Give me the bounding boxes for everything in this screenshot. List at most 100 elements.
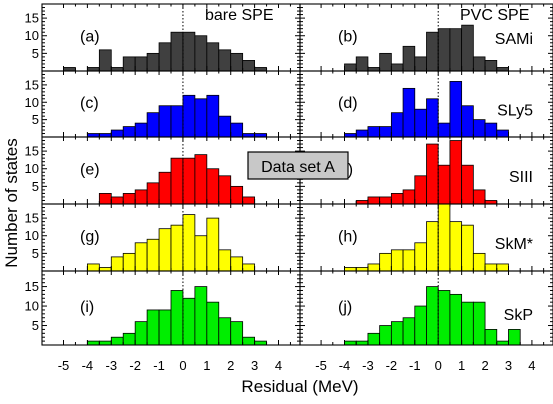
model-label: SIII [509,169,533,186]
histogram-bar [355,56,369,72]
panel-d: (d) SLy5 [299,70,553,138]
y-tick-label: 15 [25,144,39,159]
histogram-bar [122,126,136,138]
histogram-bar [437,122,451,138]
histogram-bar [134,56,148,72]
histogram-bar [390,193,404,205]
histogram-bar [158,42,172,72]
histogram-bar [437,28,451,72]
x-tick-label: 1 [203,358,210,373]
panel-f: (f)SIII [299,136,553,205]
histogram-bar [390,249,404,272]
histogram-bar [134,242,148,272]
panel-letter: (a) [80,28,100,45]
histogram-bar [449,221,463,272]
histogram-bar [472,252,486,272]
histogram-bar [218,249,232,272]
histogram-bar [170,224,184,272]
histogram-bar [170,105,184,138]
model-label: SAMi [495,31,533,48]
histogram-bar [414,56,427,72]
histogram-bar [242,196,256,205]
histogram-bar [182,31,196,72]
column-title-pvc: PVC SPE [460,7,529,24]
histogram-bar [134,321,148,346]
histogram-bar [206,301,220,346]
model-label: SLy5 [497,102,533,119]
x-tick-label: 0 [179,358,186,373]
histogram-bar [182,297,196,346]
histogram-bar [122,332,136,346]
panels-layer: 51015(a)(b)SAMi51015(c)(d)SLy551015(e)(f… [25,3,553,373]
y-tick-label: 5 [32,246,39,261]
y-tick-label: 10 [25,95,39,110]
x-tick-label: 4 [528,358,535,373]
histogram-bar [194,235,208,272]
histogram-bar [230,52,244,72]
histogram-bar [390,112,404,138]
histogram-bar [134,122,148,138]
x-tick-label: 3 [251,358,258,373]
histogram-bar [182,157,196,205]
histogram-bar [170,31,184,72]
histogram-bar [426,98,439,138]
histogram-bar [461,224,474,272]
histogram-bar [484,122,498,138]
histogram-bar [122,252,136,272]
histogram-bar [426,286,439,346]
histogram-bar [218,317,232,346]
histogram-bar [426,221,439,272]
histogram-bar [206,217,220,272]
x-tick-label: -4 [339,358,351,373]
histogram-bar [472,189,486,205]
panel-c: 5 10 15 (c) [25,70,301,138]
y-tick-label: 10 [25,28,39,43]
panel-h: (h) SkM* [299,203,553,272]
histogram-bar [110,129,124,138]
y-tick-label: 10 [25,228,39,243]
histogram-bar [230,185,244,205]
histogram-bar [230,122,244,138]
model-label: SkP [504,307,533,324]
histogram-bar [367,263,381,272]
histogram-bar [206,94,220,138]
histogram-bar [426,143,439,205]
histogram-bar [242,263,256,272]
histogram-bar [206,42,220,72]
x-tick-label: 3 [505,358,512,373]
histogram-bar [496,129,509,138]
histogram-bar [218,115,232,138]
histogram-bar [449,81,463,138]
x-axis-title: Residual (MeV) [241,377,358,396]
histogram-bar [146,112,160,138]
histogram-bar [98,49,112,72]
histogram-bar [194,286,208,346]
x-tick-label: 0 [435,358,442,373]
histogram-bar [355,340,369,346]
histogram-bar [146,309,160,346]
panel-g: 5 10 15 (g) [25,203,301,272]
x-tick-label: -3 [362,358,374,373]
histogram-bar [461,164,474,205]
histogram-bar [484,60,498,72]
histogram-bar [461,301,474,346]
histogram-bar [379,252,392,272]
x-tick-label: 2 [481,358,488,373]
histogram-bar [508,329,521,346]
histogram-bar [146,238,160,272]
histogram-bar [242,336,256,346]
panel-letter: (c) [80,95,99,112]
histogram-bar [414,242,427,272]
histogram-bar [254,340,267,346]
histogram-bar [449,140,463,205]
histogram-bar [402,45,416,72]
histogram-bar [158,171,172,205]
y-tick-label: 5 [32,318,39,333]
histogram-bar [134,189,148,205]
histogram-bar [230,256,244,272]
x-tick-label: -4 [82,358,94,373]
histogram-bar [355,129,369,138]
histogram-bar [449,28,463,72]
histogram-bar [122,56,136,72]
dataset-label-box: Data set A [247,151,349,180]
